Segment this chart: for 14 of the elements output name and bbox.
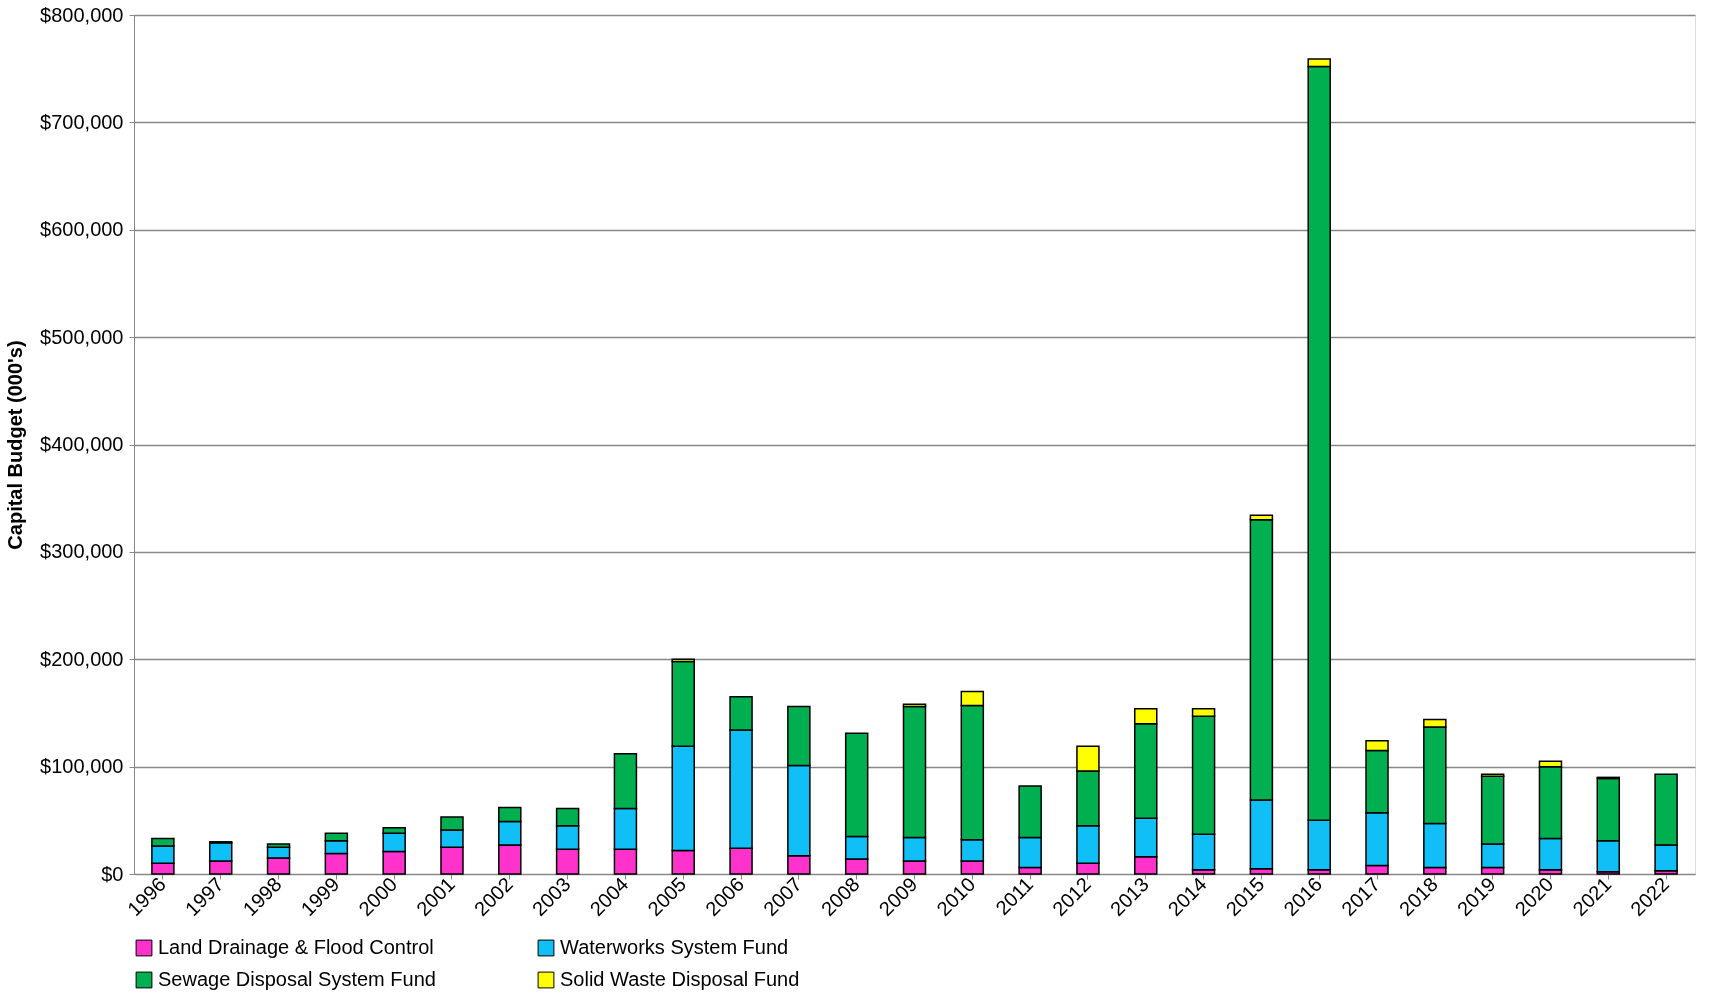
y-tick-label: $600,000 xyxy=(40,218,124,241)
y-tick-label: $400,000 xyxy=(40,433,124,455)
legend-label: Sewage Disposal System Fund xyxy=(158,968,436,990)
y-tick-label: $0 xyxy=(101,862,124,885)
legend-label: Waterworks System Fund xyxy=(560,936,789,958)
legend-label: Solid Waste Disposal Fund xyxy=(560,968,800,990)
y-tick-label: $800,000 xyxy=(40,3,124,26)
y-tick-label: $300,000 xyxy=(40,540,124,563)
y-tick-label: $100,000 xyxy=(40,755,124,778)
legend-label: Land Drainage & Flood Control xyxy=(158,936,434,958)
y-tick-label: $500,000 xyxy=(40,325,124,348)
y-tick-label: $200,000 xyxy=(40,647,124,670)
y-axis-title: Capital Budget (000's) xyxy=(4,340,27,550)
y-tick-label: $700,000 xyxy=(40,110,124,133)
